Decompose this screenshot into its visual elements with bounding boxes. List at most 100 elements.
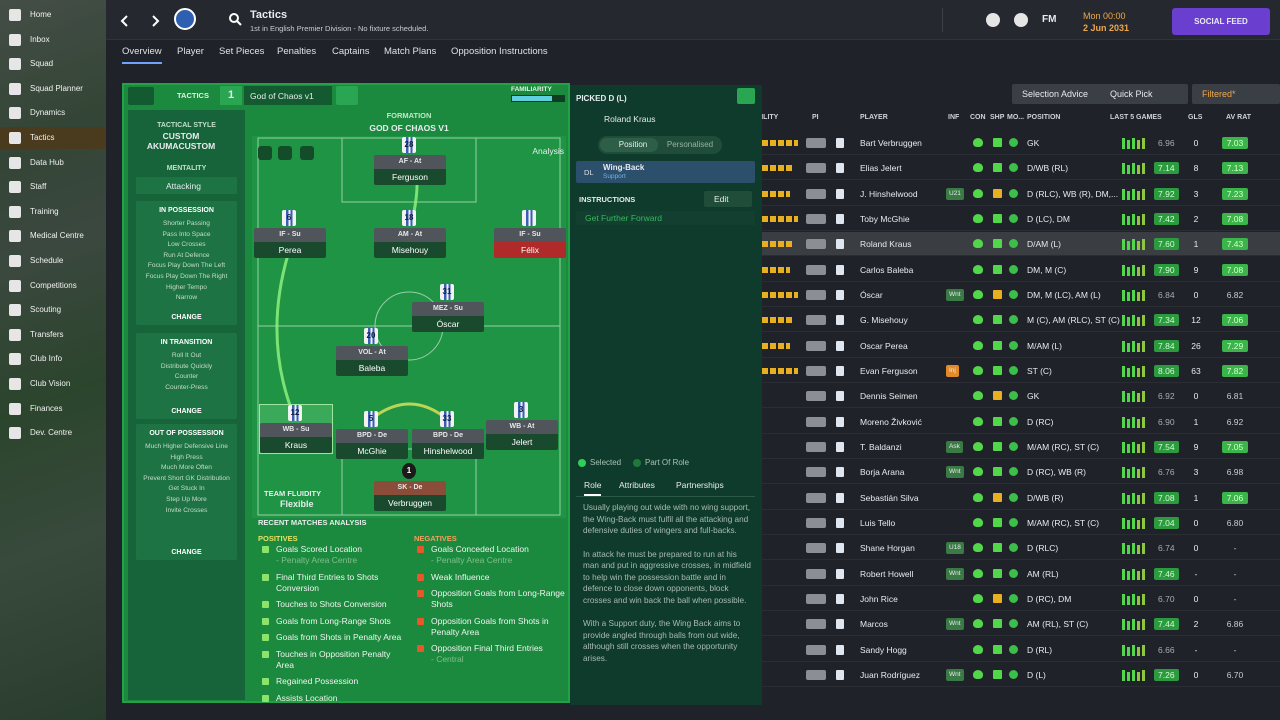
edit-button[interactable]: Edit (704, 191, 752, 207)
player-card[interactable]: 5 BPD - De McGhie (336, 411, 408, 459)
sidebar-item[interactable]: Dev. Centre (0, 422, 106, 444)
table-button[interactable]: Selection Advice (1012, 84, 1104, 104)
table-row[interactable]: Marcos Wnt AM (RL), ST (C) 7.44 2 6.86 (762, 612, 1280, 637)
column-header[interactable]: POSITION (1027, 114, 1061, 121)
tab[interactable]: Penalties (277, 46, 317, 57)
nav-arrows[interactable] (118, 12, 168, 30)
mentality-dropdown[interactable]: Attacking (136, 177, 237, 194)
sidebar-item[interactable]: Transfers (0, 324, 106, 346)
brand[interactable]: FM (1042, 14, 1057, 25)
change-button[interactable]: CHANGE (171, 314, 202, 321)
sidebar-item[interactable]: Staff (0, 176, 106, 198)
player-card[interactable]: IF - Su Félix (494, 210, 566, 258)
player-card[interactable]: 31 MEZ - Su Óscar (412, 284, 484, 332)
sidebar-item[interactable]: Training (0, 201, 106, 223)
player-card[interactable]: 6 IF - Su Perea (254, 210, 326, 258)
tab[interactable]: Overview (122, 46, 162, 64)
sidebar-item[interactable]: Data Hub (0, 152, 106, 174)
player-card[interactable]: 33 BPD - De Hinshelwood (412, 411, 484, 459)
column-header[interactable]: AV RAT (1226, 114, 1252, 121)
column-header[interactable]: INF (948, 114, 960, 121)
sidebar-item[interactable]: Tactics (0, 127, 106, 149)
collapse-button[interactable] (128, 87, 154, 105)
table-row[interactable]: Shane Horgan U18 D (RLC) 6.74 0 - (762, 536, 1280, 561)
table-row[interactable]: Sebastián Silva D/WB (R) 7.08 1 7.06 (762, 486, 1280, 510)
add-tactic-button[interactable] (336, 86, 358, 105)
help-icon[interactable] (986, 13, 1000, 27)
table-row[interactable]: Juan Rodríguez Wnt D (L) 7.26 0 6.70 (762, 663, 1280, 687)
panel-tab[interactable]: Attributes (619, 480, 655, 490)
sidebar-item[interactable]: Club Vision (0, 373, 106, 395)
column-header[interactable]: PLAYER (860, 114, 888, 121)
sidebar-item[interactable]: Inbox (0, 29, 106, 51)
search-icon[interactable] (228, 12, 242, 26)
table-row[interactable]: Toby McGhie D (LC), DM 7.42 2 7.08 (762, 207, 1280, 231)
view-toggle[interactable] (278, 146, 292, 160)
column-header[interactable]: MO... (1007, 114, 1025, 121)
table-row[interactable]: Carlos Baleba DM, M (C) 7.90 9 7.08 (762, 258, 1280, 282)
sidebar-item[interactable]: Competitions (0, 275, 106, 297)
table-row[interactable]: Moreno Živković D (RC) 6.90 1 6.92 (762, 410, 1280, 434)
table-row[interactable]: Óscar Wnt DM, M (LC), AM (L) 6.84 0 6.82 (762, 283, 1280, 307)
toggle-on[interactable]: Position (600, 138, 658, 152)
sidebar-item[interactable]: Scouting (0, 299, 106, 321)
change-button[interactable]: CHANGE (171, 549, 202, 556)
sidebar-item[interactable]: Medical Centre (0, 225, 106, 247)
player-card[interactable]: 18 AM - At Misehouy (374, 210, 446, 258)
club-badge[interactable] (174, 8, 196, 30)
change-button[interactable]: CHANGE (171, 408, 202, 415)
table-row[interactable]: J. Hinshelwood U21 D (RLC), WB (R), DM,...… (762, 182, 1280, 206)
table-row[interactable]: Dennis Seimen GK 6.92 0 6.81 (762, 384, 1280, 409)
sidebar-item[interactable]: Finances (0, 398, 106, 420)
table-row[interactable]: Robert Howell Wnt AM (RL) 7.46 - - (762, 562, 1280, 586)
table-row[interactable]: Evan Ferguson Inj ST (C) 8.06 63 7.82 (762, 359, 1280, 383)
sidebar-item[interactable]: Club Info (0, 348, 106, 370)
table-row[interactable]: Elias Jelert D/WB (RL) 7.14 8 7.13 (762, 156, 1280, 181)
player-card[interactable]: 12 WB - Su Kraus (259, 404, 333, 454)
table-row[interactable]: Sandy Hogg D (RL) 6.66 - - (762, 638, 1280, 662)
tab[interactable]: Player (177, 46, 204, 57)
panel-tab[interactable]: Role (584, 480, 602, 496)
tab[interactable]: Set Pieces (219, 46, 265, 57)
column-header[interactable]: GLS (1188, 114, 1203, 121)
sidebar-item[interactable]: Schedule (0, 250, 106, 272)
view-toggle[interactable] (258, 146, 272, 160)
toggle-off[interactable]: Personalised (666, 140, 714, 149)
table-row[interactable]: Oscar Perea M/AM (L) 7.84 26 7.29 (762, 334, 1280, 358)
tactic-name[interactable]: God of Chaos v1 (244, 86, 332, 105)
table-row[interactable]: John Rice D (RC), DM 6.70 0 - (762, 587, 1280, 611)
tab[interactable]: Opposition Instructions (451, 46, 548, 57)
panel-tab[interactable]: Partnerships (676, 480, 724, 490)
column-header[interactable]: CON (970, 114, 986, 121)
player-select[interactable]: Roland Kraus (604, 114, 656, 124)
view-toggle[interactable] (300, 146, 314, 160)
table-row[interactable]: Luis Tello M/AM (RC), ST (C) 7.04 0 6.80 (762, 511, 1280, 535)
formation-name[interactable]: GOD OF CHAOS V1 (369, 123, 449, 133)
tab[interactable]: Match Plans (384, 46, 437, 57)
column-header[interactable]: ROLE ABILITY (762, 114, 779, 121)
column-header[interactable]: PI (812, 114, 819, 121)
table-row[interactable]: Roland Kraus D/AM (L) 7.60 1 7.43 (762, 232, 1280, 257)
table-row[interactable]: Borja Arana Wnt D (RC), WB (R) 6.76 3 6.98 (762, 460, 1280, 485)
analysis-title[interactable]: RECENT MATCHES ANALYSIS (258, 518, 367, 527)
table-button[interactable]: Quick Pick (1100, 84, 1188, 104)
player-card[interactable]: 3 WB - At Jelert (486, 402, 558, 450)
social-feed-button[interactable]: SOCIAL FEED (1172, 8, 1270, 35)
sidebar-item[interactable]: Squad Planner (0, 78, 106, 100)
table-row[interactable]: T. Baldanzi Ask M/AM (RC), ST (C) 7.54 9 7.05 (762, 435, 1280, 459)
column-header[interactable]: SHP (990, 114, 1005, 121)
close-button[interactable] (737, 88, 755, 104)
column-header[interactable]: LAST 5 GAMES (1110, 114, 1162, 121)
table-row[interactable]: G. Misehouy M (C), AM (RLC), ST (C) 7.34 12… (762, 308, 1280, 333)
sidebar-item[interactable]: Home (0, 4, 106, 26)
sidebar-item[interactable]: Squad (0, 53, 106, 75)
table-row[interactable]: Bart Verbruggen GK 6.96 0 7.03 (762, 131, 1280, 155)
role-box[interactable] (576, 161, 755, 183)
player-card[interactable]: 28 AF - At Ferguson (374, 137, 446, 185)
info-icon[interactable] (1014, 13, 1028, 27)
player-card[interactable]: 1 SK - De Verbruggen (374, 463, 446, 511)
player-card[interactable]: 20 VOL - At Baleba (336, 328, 408, 376)
tab[interactable]: Captains (332, 46, 370, 57)
table-button[interactable]: Filtered* (1192, 84, 1280, 104)
sidebar-item[interactable]: Dynamics (0, 102, 106, 124)
